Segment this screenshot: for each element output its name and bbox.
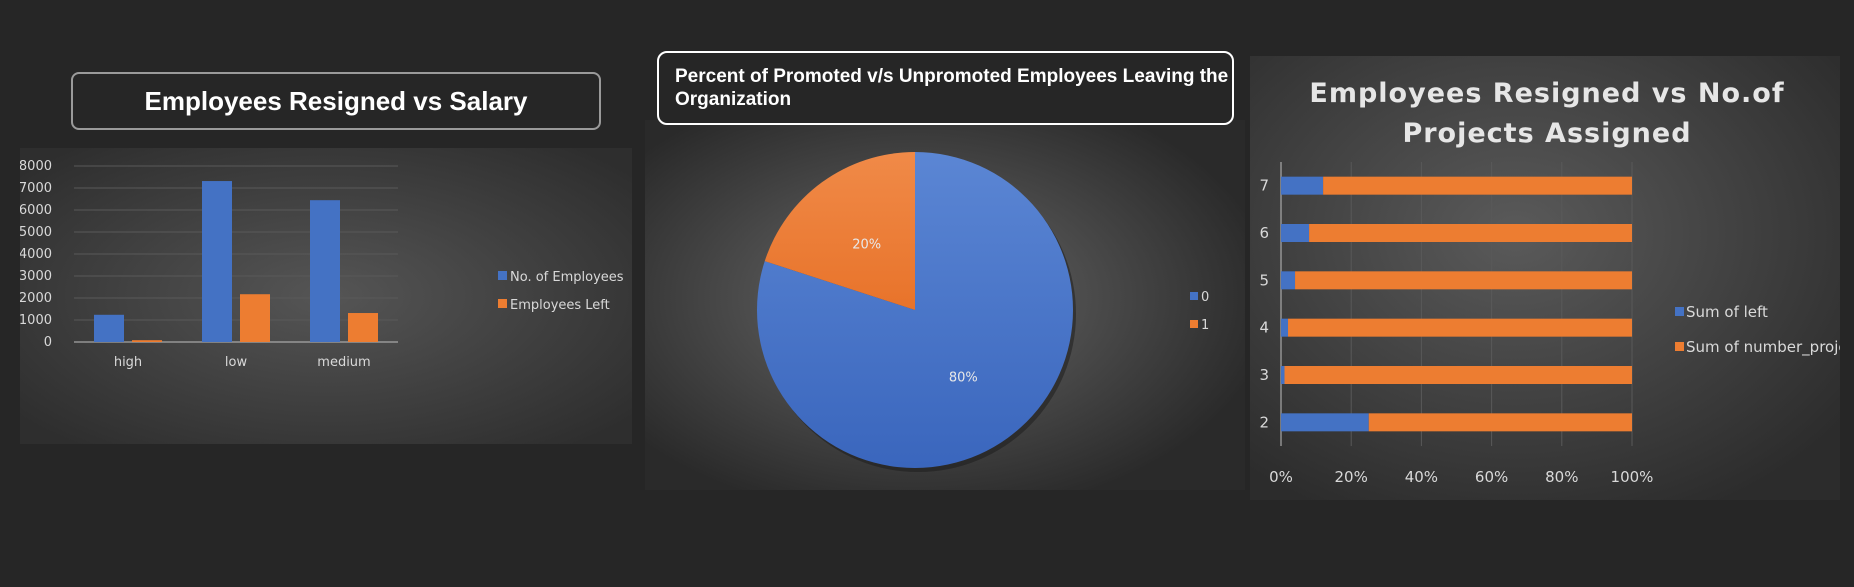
- promotion-chart: 80% 20% 0 1: [645, 120, 1245, 490]
- legend-label: Sum of number_project: [1686, 338, 1840, 357]
- x-tick-label: 60%: [1475, 468, 1508, 486]
- legend-label: 0: [1201, 290, 1209, 305]
- bar-segment-sum-of-left-6: [1281, 224, 1310, 242]
- bar-employees-left-low: [240, 294, 270, 342]
- bar-segment-sum-of-left-3: [1281, 366, 1285, 384]
- x-tick-label: 20%: [1335, 468, 1368, 486]
- y-tick-label: 2: [1259, 413, 1269, 431]
- salary-chart-title: Employees Resigned vs Salary: [71, 72, 601, 130]
- bar-segment-sum-of-number-project-2: [1368, 413, 1632, 432]
- y-tick-label: 8000: [20, 159, 52, 174]
- bar-segment-sum-of-number-project-5: [1295, 271, 1632, 290]
- legend-label: No. of Employees: [510, 270, 624, 285]
- bar-segment-sum-of-number-project-6: [1309, 224, 1632, 242]
- bar-segment-sum-of-left-5: [1281, 271, 1296, 290]
- y-tick-label: 1000: [20, 313, 52, 328]
- legend-swatch: [498, 299, 507, 308]
- projects-chart: Employees Resigned vs No.of Projects Assi…: [1250, 56, 1854, 500]
- chart-title-line: Projects Assigned: [1402, 118, 1691, 149]
- y-tick-label: 4: [1259, 319, 1269, 337]
- x-tick-label: 100%: [1611, 468, 1654, 486]
- x-tick-label: high: [114, 355, 142, 370]
- y-tick-label: 3000: [20, 269, 52, 284]
- salary-chart-panel: 0 1000 2000 3000 4000 5000 6000 7000 8000 high low…: [19, 148, 632, 444]
- x-tick-label: medium: [317, 355, 370, 370]
- promotion-chart-panel: 80% 20% 0 1: [645, 120, 1245, 490]
- bar-no-of-employees-high: [94, 314, 124, 342]
- bar-no-of-employees-medium: [310, 200, 340, 342]
- legend-label: Employees Left: [510, 298, 610, 313]
- y-tick-label: 3: [1259, 366, 1269, 384]
- legend-swatch: [1190, 292, 1198, 300]
- legend-swatch: [498, 271, 507, 280]
- x-tick-label: 80%: [1545, 468, 1578, 486]
- y-tick-label: 6000: [20, 203, 52, 218]
- bar-no-of-employees-low: [202, 181, 232, 342]
- pie-data-label: 80%: [949, 370, 978, 385]
- y-tick-label: 4000: [20, 247, 52, 262]
- pie-data-label: 20%: [852, 238, 881, 253]
- legend-swatch: [1675, 342, 1684, 351]
- y-tick-label: 5000: [20, 225, 52, 240]
- y-tick-label: 2000: [20, 291, 52, 306]
- promotion-chart-title: Percent of Promoted v/s Unpromoted Emplo…: [657, 51, 1234, 125]
- legend-swatch: [1190, 320, 1198, 328]
- y-tick-label: 5: [1259, 271, 1269, 289]
- y-tick-label: 0: [44, 335, 52, 350]
- bar-employees-left-high: [132, 340, 162, 342]
- legend-label: Sum of left: [1686, 303, 1768, 321]
- projects-chart-panel: Employees Resigned vs No.of Projects Assi…: [1250, 56, 1854, 500]
- x-tick-label: 0%: [1269, 468, 1293, 486]
- bar-segment-sum-of-number-project-3: [1284, 366, 1632, 384]
- y-tick-label: 7000: [20, 181, 52, 196]
- bar-segment-sum-of-number-project-4: [1288, 318, 1632, 337]
- x-tick-label: 40%: [1405, 468, 1438, 486]
- bar-segment-sum-of-number-project-7: [1323, 176, 1632, 195]
- bar-segment-sum-of-left-4: [1281, 318, 1289, 337]
- bar-segment-sum-of-left-2: [1281, 413, 1369, 432]
- y-tick-label: 6: [1259, 224, 1269, 242]
- salary-chart: 0 1000 2000 3000 4000 5000 6000 7000 8000 high low…: [19, 148, 632, 444]
- x-tick-label: low: [225, 355, 248, 370]
- y-tick-label: 7: [1259, 177, 1269, 195]
- bar-segment-sum-of-left-7: [1281, 176, 1324, 195]
- legend-swatch: [1675, 307, 1684, 316]
- legend-label: 1: [1201, 318, 1209, 333]
- bar-employees-left-medium: [348, 313, 378, 342]
- pie-slice-1: [764, 152, 915, 310]
- chart-title-line: Employees Resigned vs No.of: [1309, 78, 1784, 109]
